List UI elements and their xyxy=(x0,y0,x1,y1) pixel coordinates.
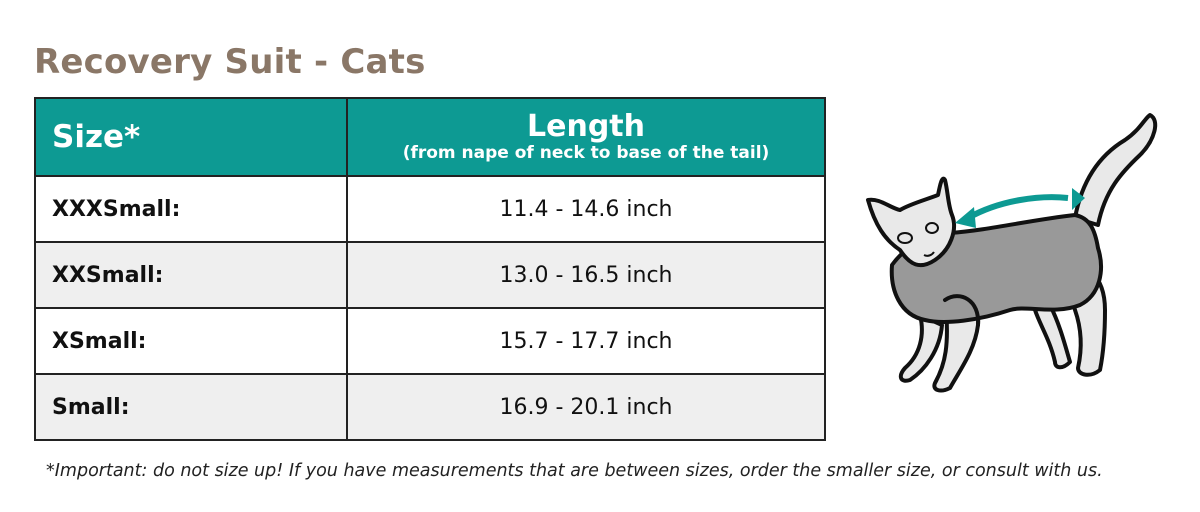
size-cell: XXSmall: xyxy=(34,241,348,309)
cat-eye-right xyxy=(925,222,939,234)
length-cell: 11.4 - 14.6 inch xyxy=(346,175,826,243)
footnote: *Important: do not size up! If you have … xyxy=(46,461,1103,481)
header-length-subtitle: (from nape of neck to base of the tail) xyxy=(402,143,770,163)
size-cell: Small: xyxy=(34,373,348,441)
table-row: XXSmall: 13.0 - 16.5 inch xyxy=(34,241,826,309)
table-row: XSmall: 15.7 - 17.7 inch xyxy=(34,307,826,375)
cat-mouth xyxy=(923,251,935,257)
header-length-title: Length xyxy=(527,109,645,144)
table-row: Small: 16.9 - 20.1 inch xyxy=(34,373,826,441)
page-title: Recovery Suit - Cats xyxy=(34,42,426,82)
cat-front-leg-back xyxy=(898,313,944,383)
cat-illustration xyxy=(866,113,1158,393)
length-cell: 15.7 - 17.7 inch xyxy=(346,307,826,375)
size-cell: XSmall: xyxy=(34,307,348,375)
cat-back-leg xyxy=(1033,303,1072,370)
header-size: Size* xyxy=(34,97,348,177)
size-table: Size* Length (from nape of neck to base … xyxy=(34,97,826,441)
cat-head xyxy=(866,176,956,268)
length-cell: 16.9 - 20.1 inch xyxy=(346,373,826,441)
size-cell: XXXSmall: xyxy=(34,175,348,243)
cat-eye-left xyxy=(897,232,913,244)
length-cell: 13.0 - 16.5 inch xyxy=(346,241,826,309)
cat-tail xyxy=(1073,113,1158,227)
cat-shoulder-patch xyxy=(943,294,981,327)
table-row: XXXSmall: 11.4 - 14.6 inch xyxy=(34,175,826,243)
length-arrow xyxy=(955,188,1085,228)
header-length: Length (from nape of neck to base of the… xyxy=(346,97,826,177)
table-header: Size* Length (from nape of neck to base … xyxy=(34,97,826,177)
